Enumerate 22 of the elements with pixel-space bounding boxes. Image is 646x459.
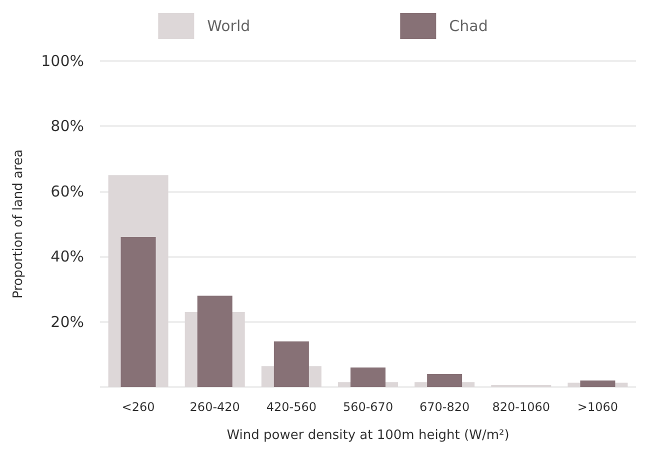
y-tick-label: 20% [50, 312, 84, 331]
y-tick-label: 40% [50, 248, 84, 266]
bar [350, 367, 386, 387]
x-tick-label: 560-670 [342, 400, 394, 414]
bar [427, 374, 462, 387]
x-tick-label: 820-1060 [492, 400, 550, 414]
bar [580, 380, 616, 387]
x-axis-title: Wind power density at 100m height (W/m²) [226, 428, 510, 443]
x-tick-label: 670-820 [420, 400, 470, 414]
bar [274, 341, 309, 387]
bar [120, 237, 156, 387]
x-tick-label: >1060 [577, 400, 618, 414]
x-tick-label: 260-420 [190, 400, 240, 414]
legend-label: Chad [449, 17, 488, 35]
y-axis-title: Proportion of land area [11, 149, 26, 299]
bar [197, 296, 232, 387]
y-tick-label: 60% [50, 182, 84, 200]
y-tick-label: 100% [41, 52, 84, 70]
x-tick-label: <260 [122, 400, 155, 414]
x-tick-label: 420-560 [266, 400, 316, 414]
y-tick-label: 80% [50, 117, 84, 136]
legend-label: World [207, 17, 250, 35]
